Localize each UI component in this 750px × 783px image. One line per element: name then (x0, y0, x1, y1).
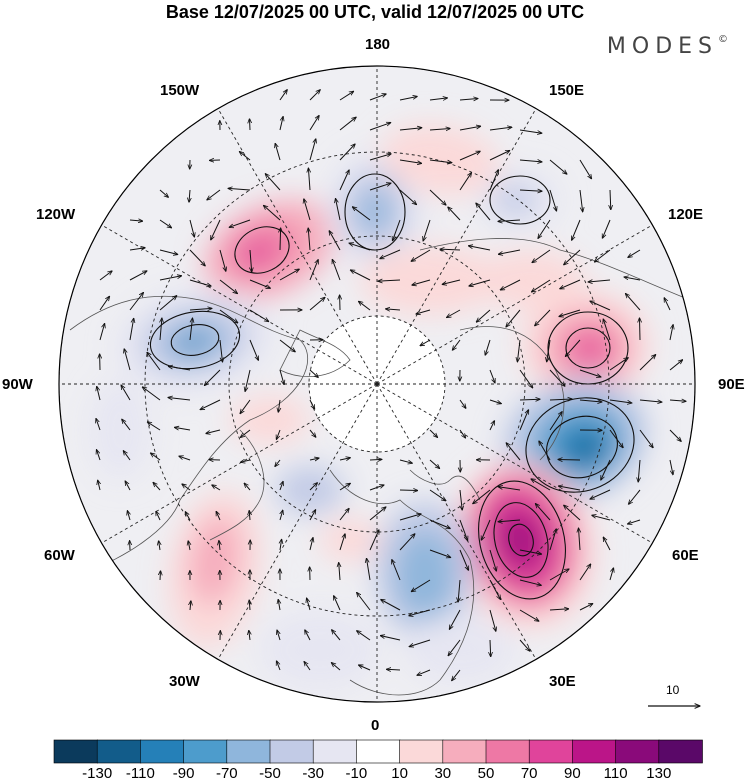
wind-vectors (96, 90, 686, 681)
colorbar-swatch (442, 739, 487, 764)
lon-label-0: 0 (371, 717, 380, 734)
lon-label-60w: 60W (44, 547, 75, 564)
colorbar-tick-label: -70 (215, 765, 238, 782)
colorbar-tick-label: 50 (477, 765, 495, 782)
anomaly-shading (90, 123, 650, 690)
colorbar-swatch (485, 739, 531, 764)
lat-lon-grid (59, 66, 695, 702)
colorbar-swatch (615, 739, 660, 764)
colorbar-tick-label: 110 (603, 765, 628, 782)
colorbar-swatch (96, 739, 142, 764)
colorbar-swatch (356, 739, 401, 764)
colorbar-swatch (226, 739, 271, 764)
colorbar-tick-label: -90 (172, 765, 195, 782)
wind-contours (149, 173, 635, 600)
lon-label-30w: 30W (169, 673, 200, 690)
colorbar-tick-label: -10 (345, 765, 368, 782)
lon-label-90w: 90W (2, 376, 33, 393)
lon-label-120e: 120E (668, 206, 704, 223)
lon-label-150e: 150E (549, 82, 585, 99)
colorbar-swatch (528, 739, 574, 764)
colorbar-swatch (312, 739, 358, 764)
lon-label-60e: 60E (672, 547, 699, 564)
colorbar-swatch (183, 739, 228, 764)
colorbar-tick-label: -130 (82, 765, 113, 782)
colorbar-tick-label: 10 (391, 765, 408, 782)
colorbar-tick-label: 30 (434, 765, 452, 782)
colorbar-swatch (399, 739, 444, 764)
brand-name: MODES (606, 34, 718, 59)
wind-scale-label: 10 (666, 683, 680, 697)
colorbar-swatch (269, 739, 315, 764)
lon-label-90e: 90E (718, 376, 745, 393)
colorbar-tick-label: -110 (125, 765, 155, 782)
colorbar-tick-label: 70 (520, 765, 538, 782)
modes-logo: MODES© (607, 34, 728, 59)
colorbar-tick-label: -30 (302, 765, 325, 782)
brand-mark: © (718, 34, 728, 45)
map-boundary (58, 65, 696, 703)
lon-label-150w: 150W (160, 82, 200, 99)
colorbar-swatch (140, 739, 185, 764)
lon-label-30e: 30E (549, 673, 576, 690)
lon-label-120w: 120W (36, 206, 76, 223)
colorbar-tick-label: 90 (564, 765, 581, 782)
colorbar-swatch (572, 739, 617, 764)
colorbar-tick-label: 130 (646, 765, 672, 782)
lon-label-180: 180 (365, 36, 391, 53)
map-title: Base 12/07/2025 00 UTC, valid 12/07/2025… (165, 2, 585, 22)
colorbar (53, 739, 703, 764)
colorbar-tick-label: -50 (259, 765, 281, 782)
colorbar-swatch (658, 739, 703, 764)
colorbar-swatch (53, 739, 99, 764)
